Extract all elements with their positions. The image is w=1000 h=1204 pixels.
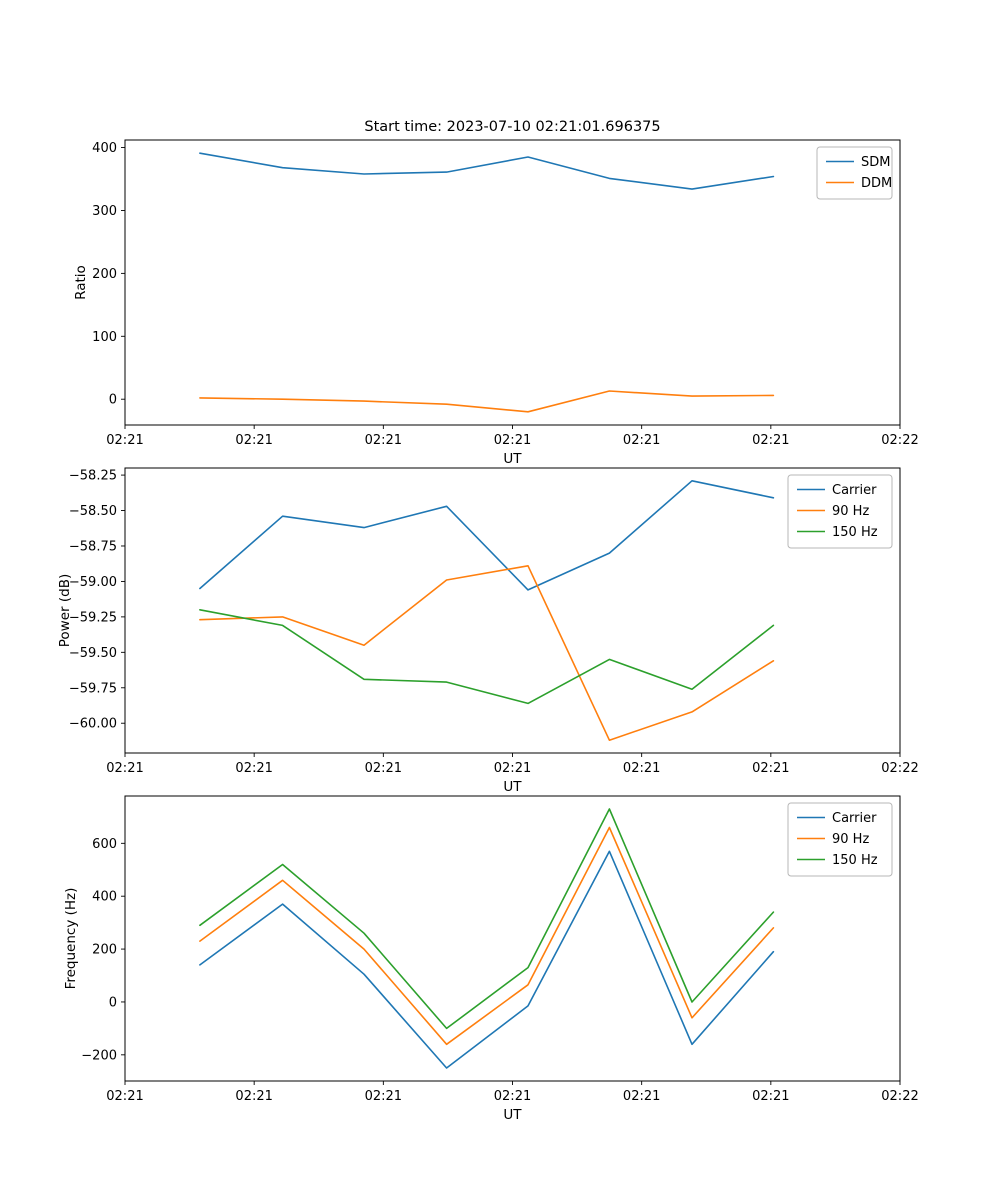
frequency-legend-label-150-hz: 150 Hz [832,853,878,868]
frequency-legend-box [787,802,893,877]
power-plot: 02:21 02:21 02:21 02:21 02:21 02:21 02:22 −60.0… [57,467,919,795]
y-tick-label: 200 [92,267,117,282]
power-axes-frame [124,467,901,754]
frequency-series-carrier-line [199,850,775,1069]
figure-title: Start time: 2023-07-10 02:21:01.696375 [364,119,661,135]
x-tick-label: 02:21 [106,1089,143,1104]
frequency-legend-label-90-hz: 90 Hz [832,832,869,847]
ratio-series-sdm-line [199,152,775,190]
power-series-90-hz-line [199,564,775,742]
x-tick-label: 02:21 [365,761,402,776]
x-tick-label: 02:21 [494,761,531,776]
power-legend-box [787,474,893,549]
power-ylabel: Power (dB) [57,574,73,647]
power-series-150-hz-line [199,608,775,705]
frequency-plot: 02:21 02:21 02:21 02:21 02:21 02:21 02:22 −200 0… [63,795,919,1123]
y-tick-label: −200 [81,1048,117,1063]
x-tick-label: 02:21 [623,433,660,448]
x-tick-label: 02:21 [752,1089,789,1104]
y-tick-label: −58.50 [69,504,117,519]
x-tick-label: 02:21 [106,761,143,776]
ratio-axes-frame [124,139,901,426]
x-tick-label: 02:21 [235,761,272,776]
y-tick-label: −59.25 [69,610,117,625]
power-legend-label-90-hz: 90 Hz [832,504,869,519]
ratio-legend-box [816,146,893,200]
x-tick-label: 02:21 [494,1089,531,1104]
frequency-series-90-hz-line [199,826,775,1046]
x-tick-label: 02:21 [494,433,531,448]
y-tick-label: −58.25 [69,469,117,484]
power-legend: Carrier 90 Hz 150 Hz [787,474,893,549]
x-tick-label: 02:21 [752,761,789,776]
x-tick-label: 02:21 [365,1089,402,1104]
power-legend-label-150-hz: 150 Hz [832,525,878,540]
power-xlabel: UT [503,779,522,795]
ratio-legend-label-sdm: SDM [861,155,890,170]
ratio-legend: SDM DDM [816,146,893,200]
y-tick-label: 100 [92,330,117,345]
power-series-carrier-line [199,479,775,591]
frequency-axes-frame [124,795,901,1082]
y-tick-label: 300 [92,204,117,219]
x-tick-label: 02:21 [623,1089,660,1104]
y-tick-label: 200 [92,943,117,958]
ratio-legend-label-ddm: DDM [861,176,892,191]
y-tick-label: −59.50 [69,646,117,661]
x-tick-label: 02:22 [881,761,918,776]
x-tick-label: 02:21 [235,433,272,448]
ratio-series-ddm-line [199,390,775,413]
y-tick-label: −59.00 [69,575,117,590]
x-tick-label: 02:21 [106,433,143,448]
y-tick-label: −58.75 [69,539,117,554]
frequency-xlabel: UT [503,1107,522,1123]
y-tick-label: 600 [92,837,117,852]
y-tick-label: 400 [92,890,117,905]
ratio-ylabel: Ratio [73,265,89,300]
frequency-legend-label-carrier: Carrier [832,811,877,826]
y-tick-label: 400 [92,141,117,156]
x-tick-label: 02:21 [752,433,789,448]
ratio-plot: 02:21 02:21 02:21 02:21 02:21 02:21 02:22 0 100 2… [73,139,919,467]
x-tick-label: 02:22 [881,433,918,448]
y-tick-label: −59.75 [69,681,117,696]
x-tick-label: 02:21 [365,433,402,448]
ratio-xlabel: UT [503,451,522,467]
y-tick-label: 0 [109,393,117,408]
x-tick-label: 02:21 [235,1089,272,1104]
frequency-legend: Carrier 90 Hz 150 Hz [787,802,893,877]
frequency-series-150-hz-line [199,808,775,1030]
x-tick-label: 02:22 [881,1089,918,1104]
y-tick-label: −60.00 [69,717,117,732]
power-legend-label-carrier: Carrier [832,483,877,498]
frequency-ylabel: Frequency (Hz) [63,888,79,990]
x-tick-label: 02:21 [623,761,660,776]
y-tick-label: 0 [109,995,117,1010]
